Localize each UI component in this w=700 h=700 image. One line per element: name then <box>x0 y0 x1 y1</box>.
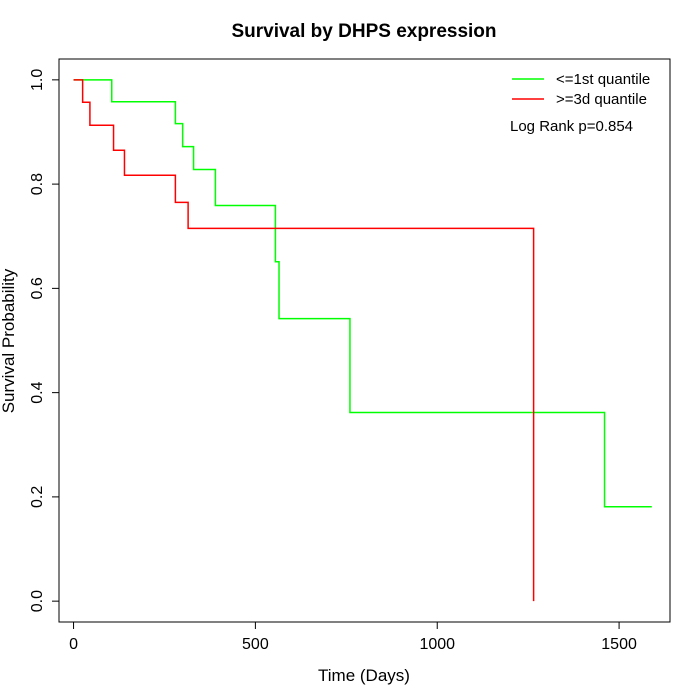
chart-title: Survival by DHPS expression <box>231 21 496 42</box>
y-tick-label: 1.0 <box>29 69 46 91</box>
x-tick-label: 1500 <box>601 636 637 653</box>
legend-label: <=1st quantile <box>556 71 650 88</box>
x-axis-label: Time (Days) <box>318 666 410 685</box>
y-axis: 0.0 0.2 0.4 0.6 0.8 1.0 <box>29 69 60 612</box>
legend: <=1st quantile >=3d quantile <box>512 71 650 108</box>
x-tick-label: 1000 <box>419 636 455 653</box>
survival-curve-low <box>73 79 652 508</box>
series-layer <box>73 79 652 602</box>
survival-curve-high <box>73 79 535 602</box>
y-tick-label: 0.6 <box>29 277 46 299</box>
y-tick-label: 0.0 <box>29 590 46 612</box>
legend-label: >=3d quantile <box>556 91 647 108</box>
logrank-annotation: Log Rank p=0.854 <box>510 118 633 135</box>
y-axis-label: Survival Probability <box>0 268 18 413</box>
x-tick-label: 500 <box>242 636 269 653</box>
x-tick-label: 0 <box>69 636 78 653</box>
y-tick-label: 0.8 <box>29 173 46 195</box>
x-axis: 0 500 1000 1500 <box>69 621 637 653</box>
y-tick-label: 0.2 <box>29 486 46 508</box>
plot-frame <box>58 58 671 623</box>
y-tick-label: 0.4 <box>29 381 46 403</box>
